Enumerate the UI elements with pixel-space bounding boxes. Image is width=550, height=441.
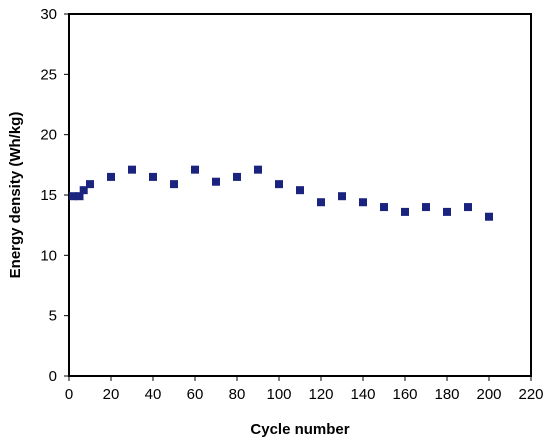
y-tick-label: 5 [49,308,57,325]
x-tick-label: 0 [65,386,73,403]
data-point [380,203,388,212]
x-tick-label: 20 [103,386,120,403]
y-axis: 0 5 10 15 20 25 30 [40,6,69,385]
data-point [69,192,78,201]
x-axis-title: Cycle number [250,421,349,438]
data-point [422,203,430,212]
data-point [212,177,220,186]
y-tick-label: 10 [40,247,57,264]
data-point [75,192,84,201]
data-point [79,186,88,195]
data-point [191,165,199,174]
data-point [317,198,325,207]
y-tick-label: 15 [40,187,57,204]
data-point [128,165,136,174]
x-tick-label: 80 [229,386,246,403]
y-tick-label: 30 [40,6,57,23]
data-point [443,207,451,216]
y-tick-label: 25 [40,66,57,83]
x-tick-label: 220 [518,386,543,403]
x-tick-label: 120 [308,386,333,403]
x-tick-label: 180 [434,386,459,403]
data-points [69,165,493,221]
data-point [149,172,157,181]
data-point [170,180,178,189]
y-tick-label: 20 [40,127,57,144]
data-point [338,192,346,201]
x-tick-label: 60 [187,386,204,403]
y-axis-title: Energy density (Wh/kg) [7,112,24,279]
x-tick-label: 140 [350,386,375,403]
x-tick-label: 40 [145,386,162,403]
data-point [275,180,283,189]
data-point [464,203,472,212]
data-point [254,165,262,174]
data-point [359,198,367,207]
x-tick-label: 160 [392,386,417,403]
x-tick-label: 200 [476,386,501,403]
x-tick-label: 100 [266,386,291,403]
data-point [485,212,493,221]
data-point [401,207,409,216]
x-axis: 0 20 40 60 80 100 120 140 160 180 200 220 [65,376,544,403]
y-tick-label: 0 [49,368,57,385]
data-point [107,172,115,181]
plot-area [68,13,532,377]
data-point [233,172,241,181]
data-point [296,186,304,195]
data-point [86,180,94,189]
